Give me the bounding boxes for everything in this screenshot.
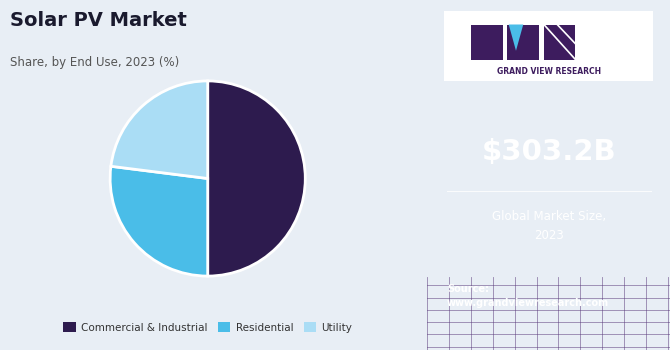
Bar <box>471 25 502 60</box>
Text: Solar PV Market: Solar PV Market <box>10 10 187 29</box>
Text: Global Market Size,
2023: Global Market Size, 2023 <box>492 210 606 242</box>
Polygon shape <box>509 25 523 51</box>
Text: Share, by End Use, 2023 (%): Share, by End Use, 2023 (%) <box>10 56 180 69</box>
Text: $303.2B: $303.2B <box>482 138 616 166</box>
Text: Source:
www.grandviewresearch.com: Source: www.grandviewresearch.com <box>447 284 609 308</box>
Bar <box>544 25 576 60</box>
FancyBboxPatch shape <box>444 10 653 80</box>
Wedge shape <box>208 81 306 276</box>
Bar <box>507 25 539 60</box>
Wedge shape <box>110 166 208 276</box>
Wedge shape <box>111 81 208 178</box>
Text: GRAND VIEW RESEARCH: GRAND VIEW RESEARCH <box>496 67 601 76</box>
Legend: Commercial & Industrial, Residential, Utility: Commercial & Industrial, Residential, Ut… <box>59 318 356 337</box>
